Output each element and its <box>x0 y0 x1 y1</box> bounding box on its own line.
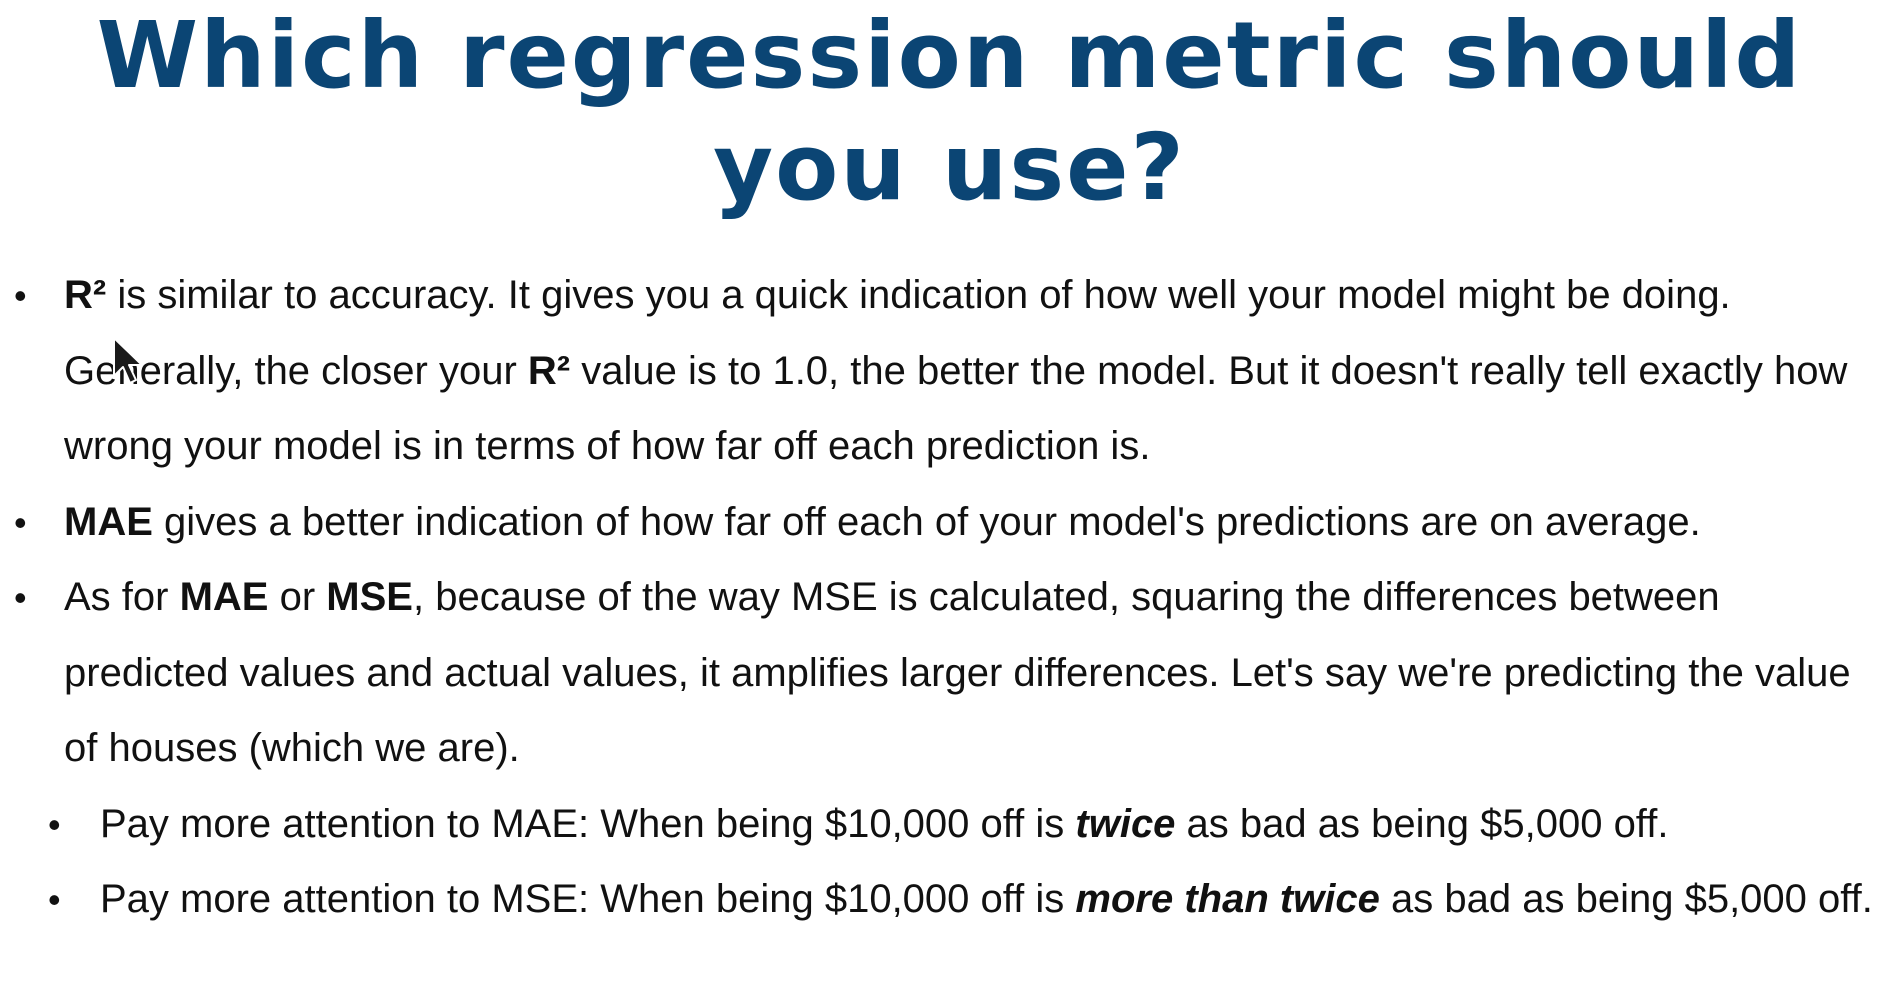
sub-bullet-mae-text-a: Pay more attention to MAE: When being $1… <box>100 801 1076 846</box>
bullet-mae-text: gives a better indication of how far off… <box>152 499 1701 544</box>
term-mae-second: MAE <box>179 575 269 619</box>
bullet-r2-text-a: is similar to accuracy. It gives you a q… <box>64 273 1731 393</box>
term-mse: MSE <box>326 575 413 619</box>
bullet-mae-or-mse: As for MAE or MSE, because of the way MS… <box>14 560 1884 938</box>
sub-bullet-mae: Pay more attention to MAE: When being $1… <box>48 787 1884 863</box>
bullet-list: R² is similar to accuracy. It gives you … <box>14 258 1884 938</box>
term-r2-second: R² <box>527 348 571 393</box>
bullet-mae: MAE gives a better indication of how far… <box>14 485 1884 561</box>
bullet-r2-text-b: value is to 1.0, the better the model. B… <box>64 348 1848 469</box>
sub-bullet-mae-text-b: as bad as being $5,000 off. <box>1175 801 1669 846</box>
sub-bullet-mse: Pay more attention to MSE: When being $1… <box>48 862 1884 938</box>
term-mae: MAE <box>64 499 153 544</box>
term-r2: R² <box>64 273 107 317</box>
slide-title: Which regression metric should you use? <box>96 2 1803 221</box>
emphasis-more-than-twice: more than twice <box>1075 877 1380 921</box>
bullet-mse-text-a: As for <box>64 575 180 619</box>
bullet-mse-text-b: or <box>268 575 327 619</box>
sub-bullet-mse-text-a: Pay more attention to MSE: When being $1… <box>100 877 1076 921</box>
bullet-mse-text-c: , because of the way MSE is calculated, … <box>64 575 1851 770</box>
sub-bullet-list: Pay more attention to MAE: When being $1… <box>48 787 1884 938</box>
bullet-r2: R² is similar to accuracy. It gives you … <box>14 258 1884 485</box>
sub-bullet-mse-text-b: as bad as being $5,000 off. <box>1379 877 1873 921</box>
emphasis-twice: twice <box>1075 801 1176 846</box>
mouse-pointer-icon <box>113 337 143 384</box>
